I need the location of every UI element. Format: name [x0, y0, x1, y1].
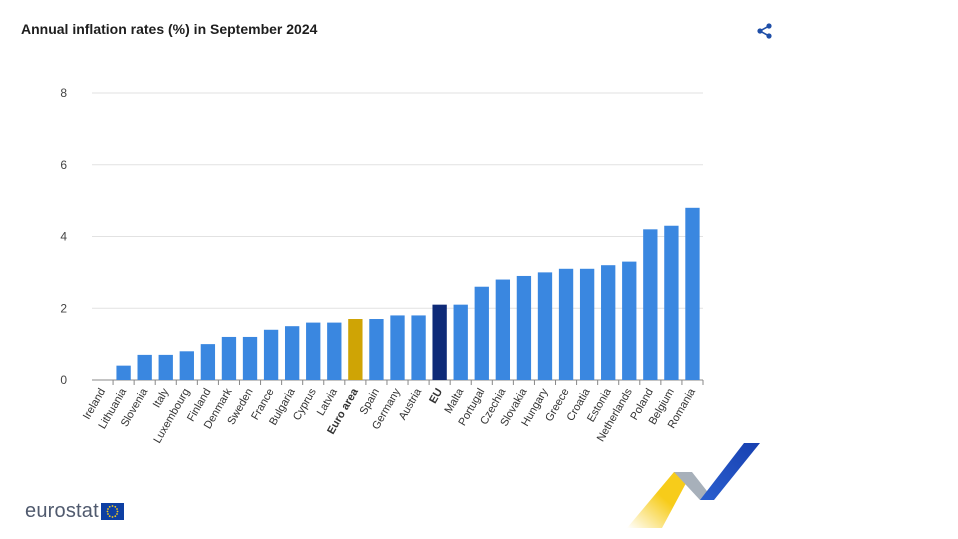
x-tick-label: EU	[427, 386, 445, 405]
bar	[369, 319, 384, 380]
eu-flag-icon	[100, 503, 124, 520]
bar	[390, 315, 405, 380]
y-tick-label: 0	[60, 373, 67, 387]
chart-title: Annual inflation rates (%) in September …	[21, 21, 318, 37]
bar	[622, 261, 637, 380]
logo-text: eurostat	[25, 500, 99, 522]
bar	[601, 265, 616, 380]
bar	[137, 354, 152, 380]
bar	[643, 229, 658, 380]
bar	[474, 286, 489, 380]
bar	[411, 315, 426, 380]
decorative-ribbon	[627, 443, 760, 528]
bar	[158, 354, 173, 380]
bar	[537, 272, 553, 380]
bar	[284, 326, 300, 380]
bar	[348, 319, 363, 380]
bar	[221, 336, 237, 380]
y-tick-label: 6	[60, 158, 67, 172]
bar	[579, 268, 595, 380]
bar	[495, 279, 511, 380]
eurostat-logo[interactable]: eurostat	[25, 500, 124, 523]
bar	[263, 329, 279, 380]
x-tick-label: Italy	[151, 386, 172, 410]
y-tick-label: 4	[60, 230, 67, 244]
bar	[327, 322, 342, 380]
bar	[116, 365, 131, 380]
bar	[200, 344, 216, 380]
y-tick-label: 2	[60, 301, 67, 315]
bar	[664, 225, 679, 380]
bar	[242, 336, 258, 380]
bar	[516, 275, 532, 380]
bar	[432, 304, 447, 380]
bar	[179, 351, 194, 380]
share-button[interactable]	[755, 21, 775, 41]
y-tick-label: 8	[60, 86, 67, 100]
bar	[558, 268, 574, 380]
bar	[306, 322, 321, 380]
bar	[453, 304, 468, 380]
share-icon	[757, 23, 772, 39]
bar	[685, 207, 700, 380]
